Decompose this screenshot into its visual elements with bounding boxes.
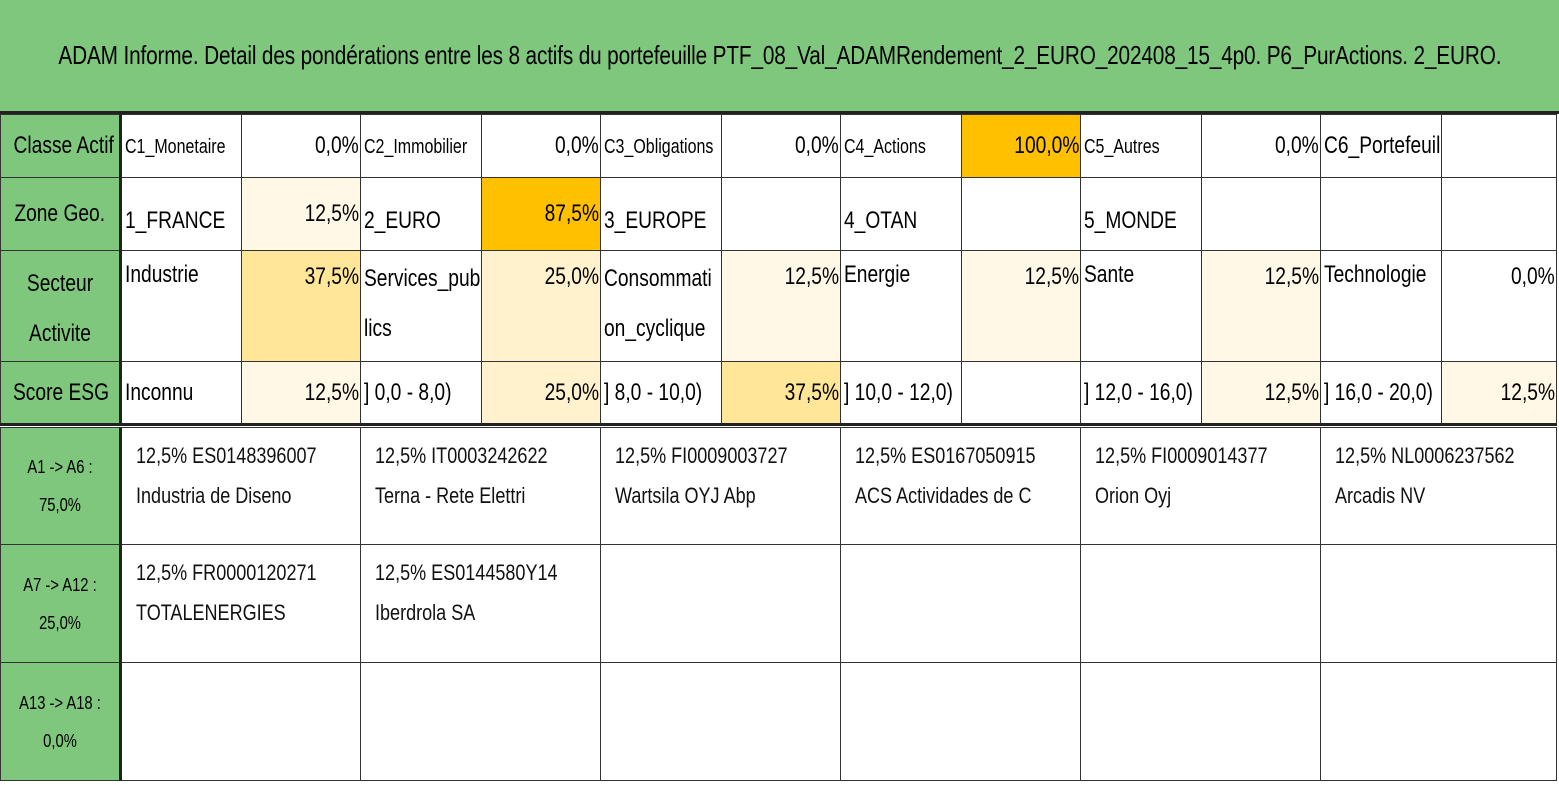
row-header-zone-geo: Zone Geo. [0,177,122,251]
cell-weight [1201,177,1321,251]
cell-weight [721,177,841,251]
cell-weight: 12,5% [241,177,361,251]
asset-cell [840,544,1081,663]
asset-row-a1-a6: A1 -> A6 : 75,0% 12,5% ES0148396007 Indus… [0,427,1557,545]
cell-weight: 87,5% [481,177,601,251]
cell-weight: 12,5% [1201,361,1321,425]
asset-cell: 12,5% ES0167050915 ACS Actividades de C [840,427,1081,545]
asset-cell: 12,5% FI0009003727 Wartsila OYJ Abp [600,427,841,545]
row-secteur-activite: Secteur Activite Industrie 37,5% Service… [0,250,1557,362]
cell-label: C1_Monetaire [120,114,242,178]
row-zone-geo: Zone Geo. 1_FRANCE 12,5% 2_EURO 87,5% 3_… [0,177,1557,251]
report-title: ADAM Informe. Detail des pondérations en… [58,40,1501,70]
asset-cell: 12,5% FR0000120271 TOTALENERGIES [120,544,361,663]
cell-label: 3_EUROPE [600,177,722,251]
cell-weight: 0,0% [1441,250,1557,362]
cell-weight: 12,5% [1201,250,1321,362]
cell-label: C2_Immobilier [360,114,482,178]
cell-label: Inconnu [120,361,242,425]
asset-cell [1320,544,1557,663]
cell-weight: 12,5% [721,250,841,362]
asset-cell [600,662,841,781]
cell-weight [1441,177,1557,251]
cell-label: 2_EURO [360,177,482,251]
asset-list-table: A1 -> A6 : 75,0% 12,5% ES0148396007 Indus… [0,427,1557,781]
cell-weight: 37,5% [721,361,841,425]
cell-weight: 37,5% [241,250,361,362]
asset-cell [1080,662,1321,781]
cell-label: Industrie [120,250,242,362]
asset-row-header: A1 -> A6 : 75,0% [0,427,122,545]
attribute-weights-table: Classe Actif C1_Monetaire 0,0% C2_Immobi… [0,114,1557,426]
row-classe-actif: Classe Actif C1_Monetaire 0,0% C2_Immobi… [0,114,1557,178]
cell-label: C5_Autres [1080,114,1202,178]
asset-cell: 12,5% FI0009014377 Orion Oyj [1080,427,1321,545]
asset-cell [1320,662,1557,781]
cell-weight: 25,0% [481,361,601,425]
cell-weight [961,361,1081,425]
cell-label: Consommati on_cyclique [600,250,722,362]
cell-weight: 12,5% [241,361,361,425]
row-header-score-esg: Score ESG [0,361,122,425]
cell-weight: 100,0% [961,114,1081,178]
asset-cell: 12,5% IT0003242622 Terna - Rete Elettri [360,427,601,545]
cell-weight [961,177,1081,251]
asset-cell [600,544,841,663]
cell-label: 1_FRANCE [120,177,242,251]
asset-row-a7-a12: A7 -> A12 : 25,0% 12,5% FR0000120271 TOTA… [0,544,1557,663]
row-header-secteur-activite: Secteur Activite [0,250,122,362]
cell-weight: 12,5% [961,250,1081,362]
asset-row-header: A13 -> A18 : 0,0% [0,662,122,781]
cell-label: Sante [1080,250,1202,362]
cell-label: Technologie [1320,250,1442,362]
cell-label [1320,177,1442,251]
asset-cell: 12,5% ES0148396007 Industria de Diseno [120,427,361,545]
cell-weight: 0,0% [1201,114,1321,178]
cell-label: ] 16,0 - 20,0) [1320,361,1442,425]
cell-weight: 0,0% [481,114,601,178]
cell-label: C4_Actions [840,114,962,178]
cell-label: Energie [840,250,962,362]
asset-cell [120,662,361,781]
cell-label: C3_Obligations [600,114,722,178]
row-header-classe-actif: Classe Actif [0,114,122,178]
asset-cell: 12,5% NL0006237562 Arcadis NV [1320,427,1557,545]
asset-row-header: A7 -> A12 : 25,0% [0,544,122,663]
asset-cell: 12,5% ES0144580Y14 Iberdrola SA [360,544,601,663]
cell-weight: 25,0% [481,250,601,362]
cell-label: ] 0,0 - 8,0) [360,361,482,425]
asset-cell [840,662,1081,781]
row-score-esg: Score ESG Inconnu 12,5% ] 0,0 - 8,0) 25,… [0,361,1557,425]
cell-label: ] 12,0 - 16,0) [1080,361,1202,425]
cell-label: ] 8,0 - 10,0) [600,361,722,425]
cell-weight [1441,114,1557,178]
cell-weight: 0,0% [241,114,361,178]
cell-weight: 0,0% [721,114,841,178]
cell-weight: 12,5% [1441,361,1557,425]
cell-label: 4_OTAN [840,177,962,251]
asset-cell [1080,544,1321,663]
cell-label: 5_MONDE [1080,177,1202,251]
report-title-bar: ADAM Informe. Detail des pondérations en… [0,0,1559,114]
asset-row-a13-a18: A13 -> A18 : 0,0% [0,662,1557,781]
cell-label: ] 10,0 - 12,0) [840,361,962,425]
cell-label: C6_Portefeuill [1320,114,1442,178]
asset-cell [360,662,601,781]
cell-label: Services_pub lics [360,250,482,362]
